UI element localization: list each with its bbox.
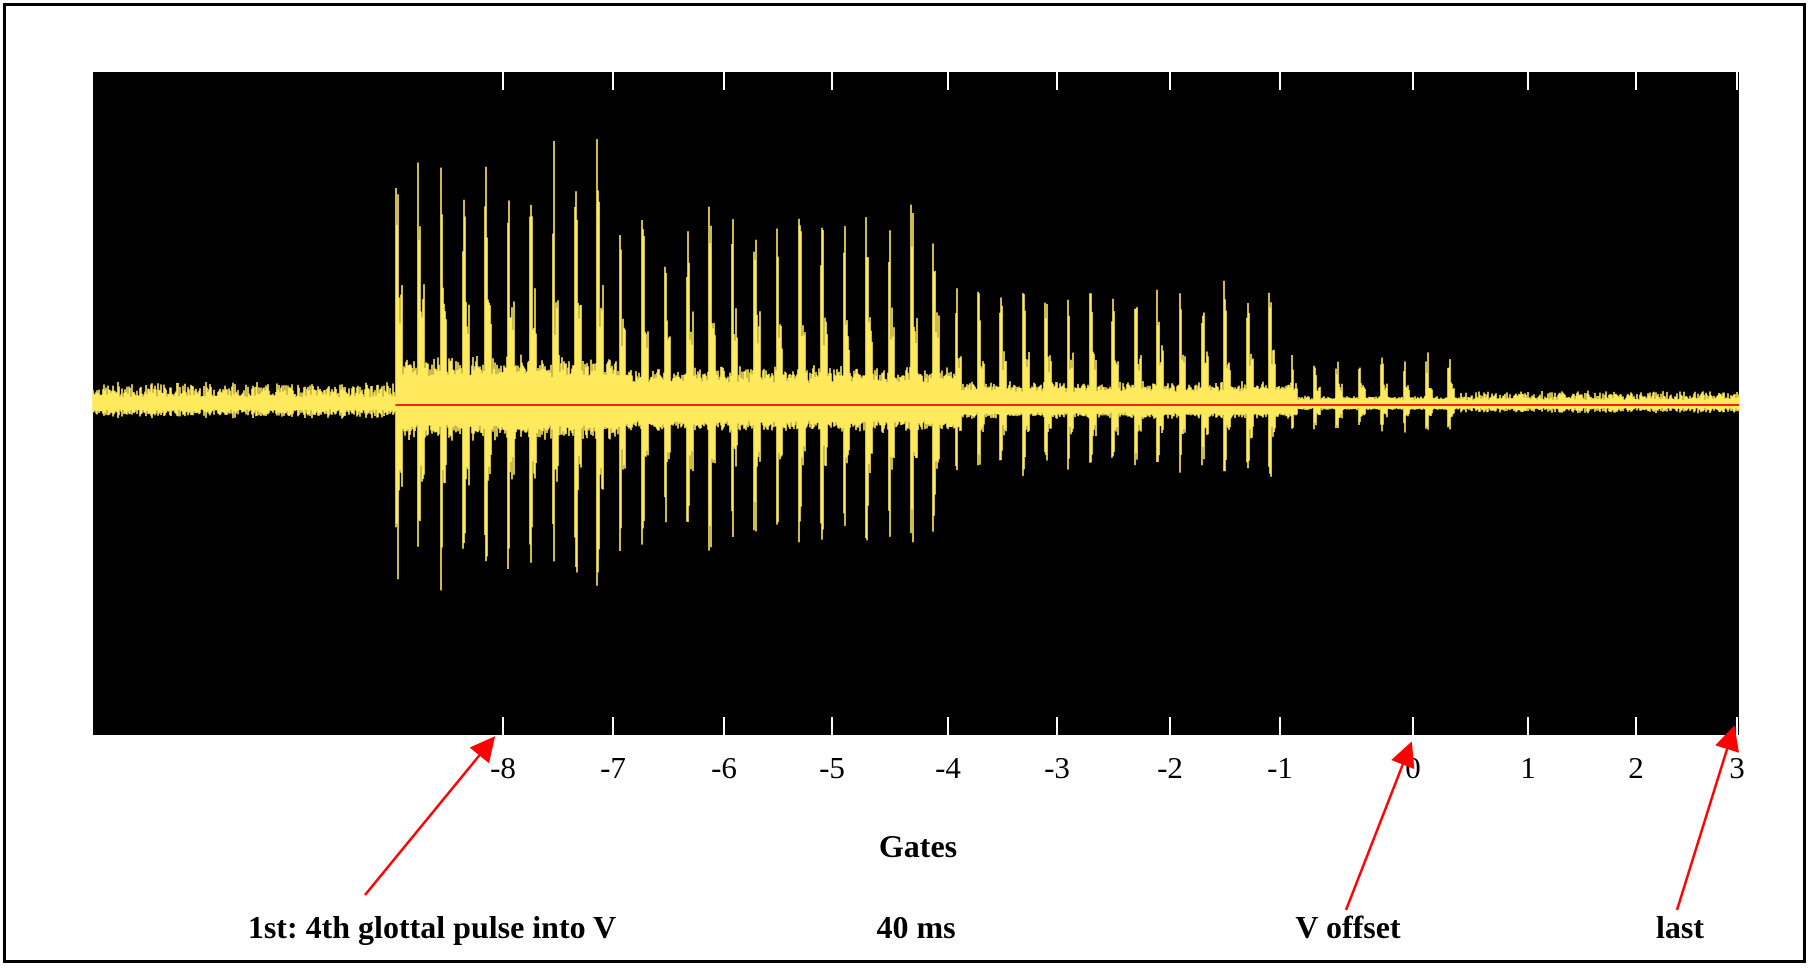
annotation-v-offset: V offset (1295, 909, 1401, 945)
arrow-first-pulse (364, 736, 496, 896)
tick-label: 3 (1729, 750, 1745, 785)
annotation-duration: 40 ms (876, 909, 955, 945)
tick-label: -8 (490, 750, 516, 785)
tick-label: -6 (711, 750, 737, 785)
x-axis-tick-labels: -8 -7 -6 -5 -4 -3 -2 -1 0 1 2 3 (490, 750, 1745, 785)
x-axis-ticks (502, 72, 1738, 735)
tick-label: -3 (1044, 750, 1070, 785)
arrow-last (1675, 725, 1739, 911)
tick-label: -4 (935, 750, 961, 785)
annotation-first-pulse: 1st: 4th glottal pulse into V (248, 909, 616, 945)
tick-label: -1 (1267, 750, 1293, 785)
x-axis-label: Gates (879, 828, 957, 864)
tick-label: 1 (1520, 750, 1536, 785)
tick-label: -2 (1157, 750, 1183, 785)
tick-label: -7 (600, 750, 626, 785)
figure-frame (3, 3, 1806, 963)
tick-label: 2 (1628, 750, 1644, 785)
annotation-last: last (1656, 909, 1704, 945)
tick-label: -5 (819, 750, 845, 785)
arrow-v-offset (1344, 741, 1415, 911)
